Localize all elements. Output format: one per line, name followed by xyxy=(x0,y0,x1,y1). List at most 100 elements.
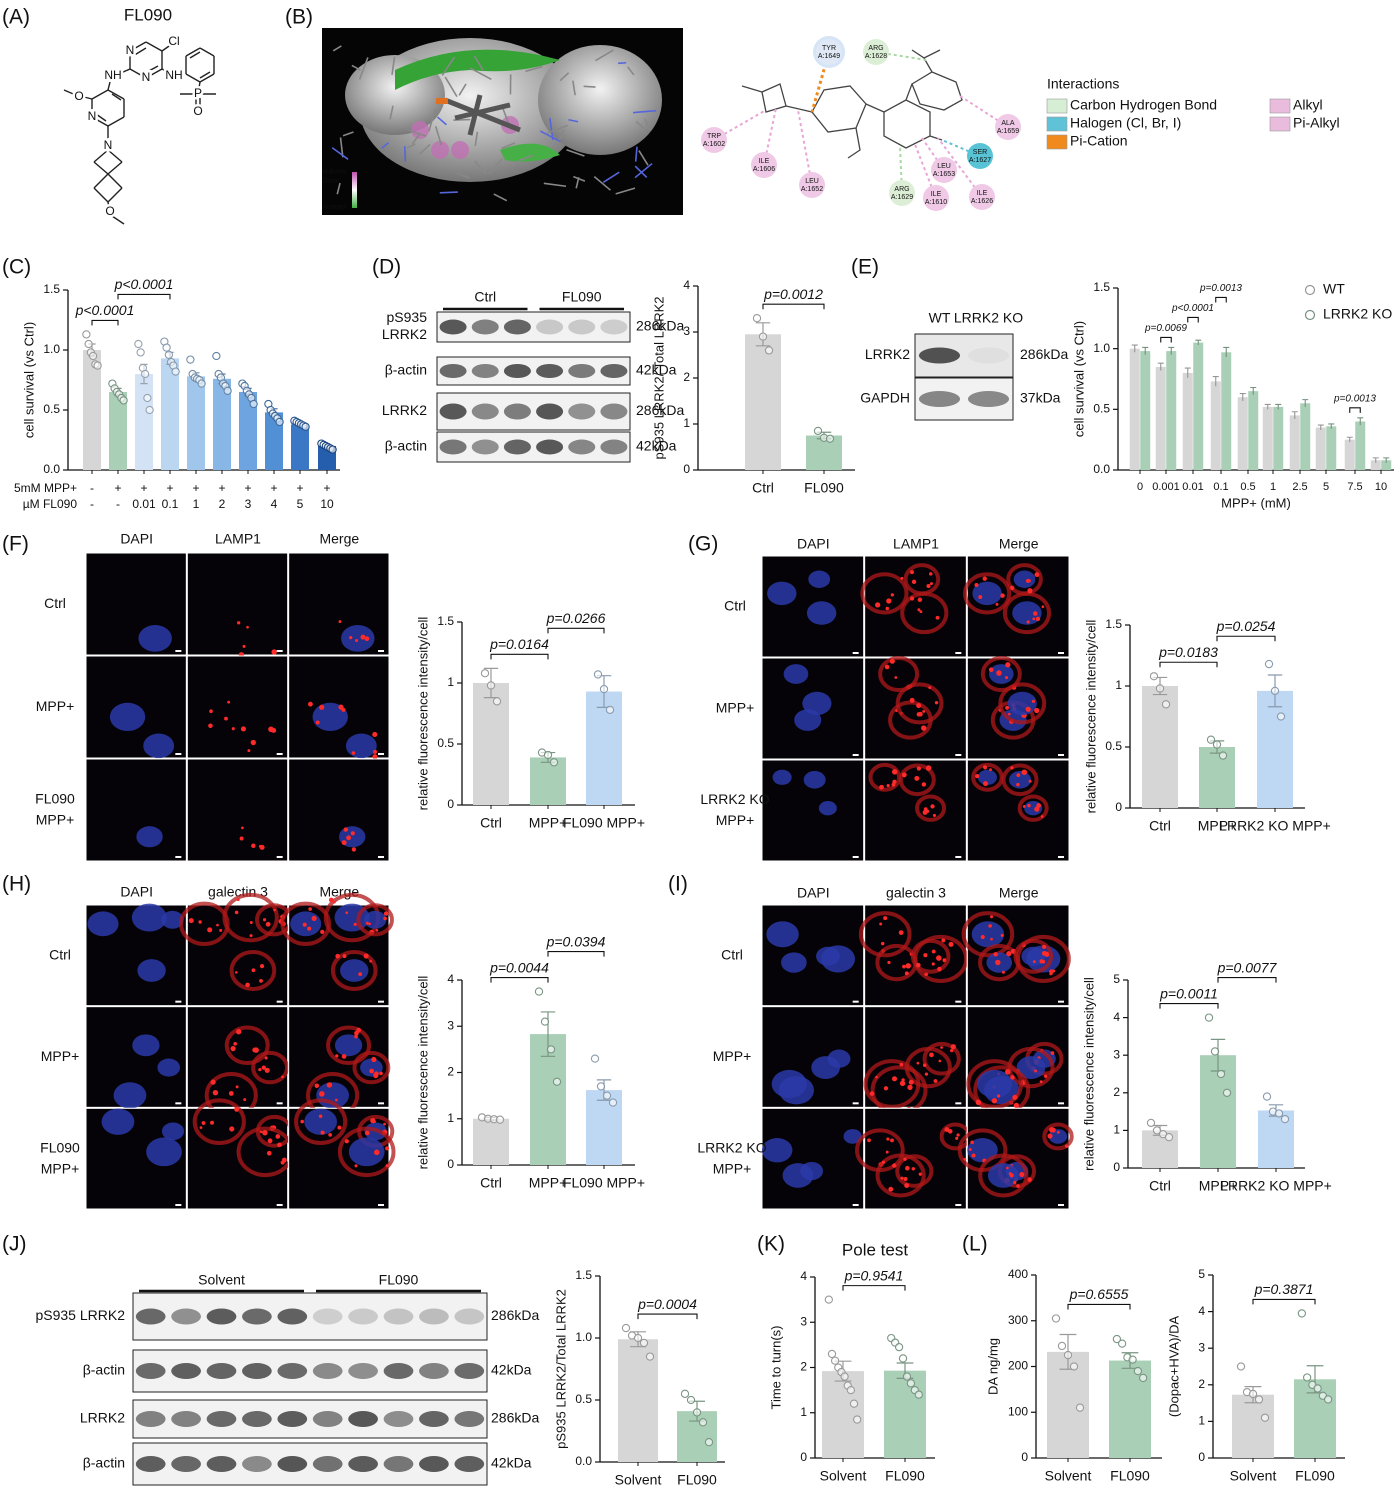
puncta xyxy=(1043,1074,1048,1078)
data-point xyxy=(813,426,823,436)
scale-label: Donor xyxy=(323,179,339,185)
nucleus xyxy=(818,800,837,816)
residue-stick xyxy=(593,176,612,191)
interaction-line xyxy=(763,107,777,166)
cytoplasm-stain xyxy=(878,655,920,693)
blot-row-label: LRRK2 xyxy=(80,1410,125,1426)
puncta xyxy=(230,1045,236,1052)
cytoplasm-stain xyxy=(1017,794,1049,822)
puncta xyxy=(346,835,352,841)
puncta xyxy=(892,1163,897,1168)
blot-strip xyxy=(914,333,1014,378)
y-tick-label: 1.0 xyxy=(1093,341,1110,355)
residue-stick xyxy=(615,187,636,195)
puncta xyxy=(1009,1173,1014,1178)
residue-stick xyxy=(473,160,488,175)
error-bar xyxy=(1357,417,1364,426)
data-point xyxy=(1276,712,1286,721)
ligand-bond xyxy=(923,49,941,59)
cytoplasm-stain xyxy=(860,572,909,615)
nucleus xyxy=(1016,1056,1046,1080)
puncta xyxy=(262,1130,268,1136)
puncta xyxy=(216,923,219,927)
bar xyxy=(213,378,231,470)
x-tick-label: + xyxy=(323,481,330,495)
y-axis-label: cell survival (vs Ctrl) xyxy=(1071,321,1086,437)
puncta xyxy=(1049,1127,1055,1133)
puncta xyxy=(899,1080,906,1087)
error-bar xyxy=(1302,399,1309,407)
cytoplasm-stain xyxy=(915,794,947,822)
cytoplasm-stain xyxy=(966,1059,1024,1109)
bond xyxy=(95,113,107,122)
y-tick-label: 0.5 xyxy=(437,736,454,750)
x-tick-label: Ctrl xyxy=(1149,818,1171,834)
puncta xyxy=(993,952,998,957)
blot-band xyxy=(348,1363,378,1379)
micrograph-tile xyxy=(186,655,289,759)
error-bar xyxy=(1212,376,1219,387)
puncta xyxy=(903,1177,908,1181)
puncta xyxy=(259,1130,263,1134)
cytoplasm-stain xyxy=(963,572,1012,615)
blot-group: FL090 xyxy=(562,289,602,305)
data-point xyxy=(1270,686,1280,696)
puncta xyxy=(342,954,347,959)
puncta xyxy=(239,836,244,841)
nucleus xyxy=(157,1058,181,1077)
puncta xyxy=(885,606,890,611)
puncta xyxy=(364,636,370,642)
data-point xyxy=(495,1115,505,1124)
blot-size-label: 286kDa xyxy=(636,402,684,418)
x-tick-label: 0.1 xyxy=(162,497,179,511)
puncta xyxy=(219,928,223,932)
residue-id: A:1659 xyxy=(997,128,1019,135)
scale-bar xyxy=(1058,1204,1064,1206)
data-point xyxy=(1117,1339,1127,1348)
x-tick-label: + xyxy=(114,481,121,495)
bar xyxy=(161,358,179,470)
residue-stick xyxy=(437,116,447,126)
puncta xyxy=(888,1186,894,1192)
residue-name: TRP xyxy=(707,133,721,140)
y-tick-label: 1 xyxy=(683,416,690,430)
residue-stick xyxy=(439,191,458,194)
micrograph-row: Ctrl xyxy=(49,947,71,963)
puncta xyxy=(245,982,250,988)
data-point xyxy=(1155,684,1165,693)
acceptor-patch xyxy=(431,141,449,159)
blot-band xyxy=(503,364,531,378)
nucleus xyxy=(1048,1129,1068,1144)
y-axis-label: relative fluorescence intensity/cell xyxy=(415,976,430,1170)
nucleus xyxy=(843,1129,862,1144)
blot-row-label: pS935 xyxy=(387,309,428,325)
puncta xyxy=(385,1164,389,1168)
residue-stick xyxy=(342,131,354,137)
x-tick-label: 1 xyxy=(193,497,200,511)
nucleus xyxy=(987,1163,1019,1188)
y-tick-label: 0 xyxy=(1115,800,1122,814)
ligand-bond xyxy=(847,127,861,159)
blot-band xyxy=(171,1308,201,1325)
nucleus xyxy=(771,1069,807,1099)
x-tick-label: FL090 MPP+ xyxy=(563,815,645,831)
data-point xyxy=(549,758,559,767)
nucleus xyxy=(138,624,172,652)
puncta xyxy=(935,615,940,620)
p-value: p=0.0254 xyxy=(1216,618,1276,634)
p-value: p=0.0069 xyxy=(1144,323,1187,334)
puncta xyxy=(235,1085,239,1089)
data-point xyxy=(1112,1334,1122,1344)
cytoplasm-stain xyxy=(326,1025,372,1066)
puncta xyxy=(950,1044,956,1050)
micrograph-column: DAPI xyxy=(120,531,153,547)
blot-band xyxy=(135,1308,166,1325)
bar xyxy=(1221,352,1232,470)
residue-stick xyxy=(331,147,349,160)
puncta xyxy=(894,676,898,679)
residue xyxy=(969,184,995,210)
y-axis-label: relative fluorescence intensity/cell xyxy=(415,617,430,811)
residue-stick xyxy=(474,131,479,147)
y-tick-label: 1.5 xyxy=(43,282,60,296)
y-tick-label: 0.5 xyxy=(575,1392,592,1406)
